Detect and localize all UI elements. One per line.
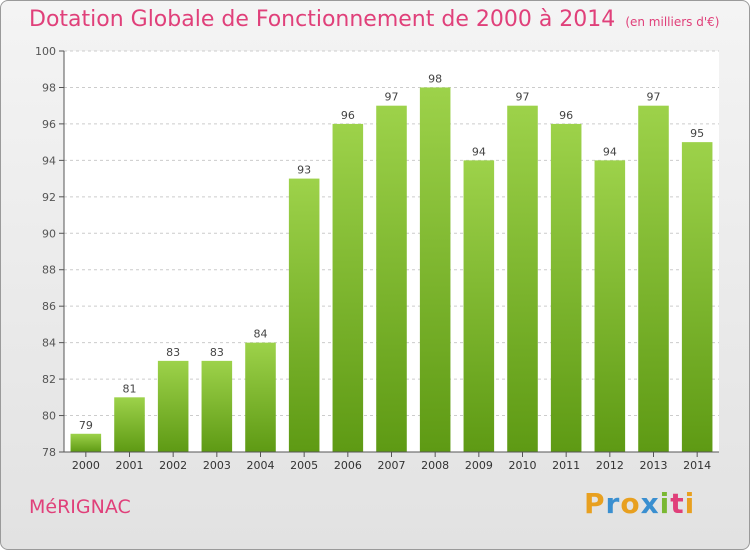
x-tick-label: 2004	[247, 459, 275, 472]
bar	[157, 360, 189, 452]
x-tick-label: 2014	[683, 459, 711, 472]
bar-value-label: 98	[428, 72, 442, 85]
bar-value-label: 79	[79, 419, 93, 432]
y-tick-label: 88	[42, 264, 56, 277]
x-tick-label: 2006	[334, 459, 362, 472]
y-tick-label: 100	[35, 45, 56, 58]
y-tick-label: 86	[42, 300, 56, 313]
city-name: MéRIGNAC	[29, 496, 131, 518]
y-tick-label: 78	[42, 446, 56, 459]
bar-value-label: 94	[603, 145, 617, 158]
bar-value-label: 97	[385, 91, 399, 104]
bar	[681, 142, 713, 453]
x-tick-label: 2001	[116, 459, 144, 472]
y-tick-label: 84	[42, 337, 56, 350]
bar-value-label: 81	[123, 382, 137, 395]
bar	[114, 397, 145, 452]
bar-value-label: 96	[559, 109, 573, 122]
x-tick-label: 2009	[465, 459, 493, 472]
y-tick-label: 92	[42, 191, 56, 204]
x-tick-label: 2003	[203, 459, 231, 472]
bar-value-label: 97	[516, 91, 530, 104]
bar	[376, 105, 407, 452]
x-tick-label: 2011	[552, 459, 580, 472]
chart-title-text: Dotation Globale de Fonctionnement de 20…	[29, 7, 616, 32]
bar	[70, 433, 102, 452]
x-tick-label: 2013	[640, 459, 668, 472]
bar	[245, 342, 276, 452]
bar	[332, 123, 364, 452]
bar-value-label: 93	[297, 164, 311, 177]
y-tick-label: 82	[42, 373, 56, 386]
bar-value-label: 96	[341, 109, 355, 122]
bar	[550, 123, 582, 452]
bar-value-label: 95	[690, 127, 704, 140]
bar	[419, 87, 451, 453]
x-tick-label: 2012	[596, 459, 624, 472]
y-tick-label: 94	[42, 154, 56, 167]
y-tick-label: 80	[42, 410, 56, 423]
x-axis: 2000 2001 2002 2003 2004 2005 2006 2007 2008 2009…	[64, 451, 719, 472]
proxiti-logo: Proxiti	[584, 487, 696, 520]
chart-title: Dotation Globale de Fonctionnement de 20…	[29, 7, 719, 32]
bar	[507, 105, 538, 452]
x-tick-label: 2007	[378, 459, 406, 472]
x-tick-label: 2000	[72, 459, 100, 472]
bar	[638, 105, 669, 452]
bar	[201, 360, 233, 452]
bar-value-label: 83	[166, 346, 180, 359]
bar	[463, 160, 495, 452]
y-tick-label: 90	[42, 227, 56, 240]
bar-value-label: 97	[647, 91, 661, 104]
bar	[594, 160, 626, 452]
bar-value-label: 84	[254, 328, 268, 341]
x-tick-label: 2005	[290, 459, 318, 472]
bars-group: 79 81 83 83 84 93 96 97 98 94 97 96 94 97 95	[70, 72, 713, 453]
bar-value-label: 94	[472, 145, 486, 158]
chart-subtitle: (en milliers d'€)	[625, 15, 720, 29]
x-tick-label: 2010	[509, 459, 537, 472]
y-tick-label: 98	[42, 81, 56, 94]
bar	[288, 178, 320, 452]
y-tick-label: 96	[42, 118, 56, 131]
y-axis: 78 80 82 84 86 88 90 92 94 96 98 100	[35, 45, 65, 459]
x-tick-label: 2002	[159, 459, 187, 472]
bar-value-label: 83	[210, 346, 224, 359]
x-tick-label: 2008	[421, 459, 449, 472]
